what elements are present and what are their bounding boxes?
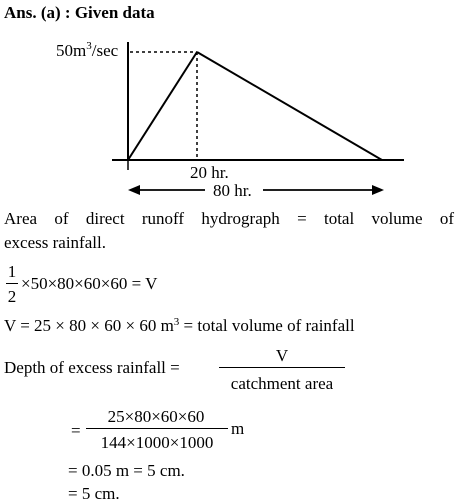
- statement-line-2: excess rainfall.: [4, 233, 106, 252]
- eq3-denominator: catchment area: [230, 374, 334, 393]
- eq4-numerator: 25×80×60×60: [107, 407, 205, 426]
- eq3-label: Depth of excess rainfall =: [4, 358, 180, 377]
- eq1-fraction-bar: [6, 283, 18, 284]
- rising-limb: [127, 51, 198, 161]
- arrowhead-right-icon: [372, 185, 384, 195]
- equation-volume: V = 25 × 80 × 60 × 60 m3 = total volume …: [4, 316, 355, 335]
- peak-flow-label: 50m3/sec: [56, 40, 119, 60]
- eq3-numerator: V: [275, 346, 289, 365]
- peak-time-label: 20 hr.: [190, 163, 229, 182]
- eq4-equals: =: [71, 421, 81, 440]
- eq4-fraction-bar: [86, 428, 228, 429]
- hydrograph-diagram: 50m3/sec 20 hr. 80 hr.: [56, 40, 404, 200]
- falling-limb: [196, 51, 383, 161]
- base-time-label: 80 hr.: [213, 181, 252, 200]
- eq1-denominator: 2: [7, 287, 17, 306]
- answer-heading: Ans. (a) : Given data: [4, 3, 155, 22]
- equation-result-1: = 0.05 m = 5 cm.: [68, 461, 185, 480]
- equation-result-2: = 5 cm.: [68, 484, 120, 503]
- eq1-expression: ×50×80×60×60 = V: [21, 274, 158, 293]
- eq1-numerator: 1: [7, 262, 17, 281]
- arrowhead-left-icon: [128, 185, 140, 195]
- eq3-fraction-bar: [219, 367, 345, 368]
- eq4-denominator: 144×1000×1000: [100, 433, 214, 452]
- statement-line-1: Area of direct runoff hydrograph = total…: [4, 209, 454, 228]
- eq4-unit: m: [231, 419, 245, 438]
